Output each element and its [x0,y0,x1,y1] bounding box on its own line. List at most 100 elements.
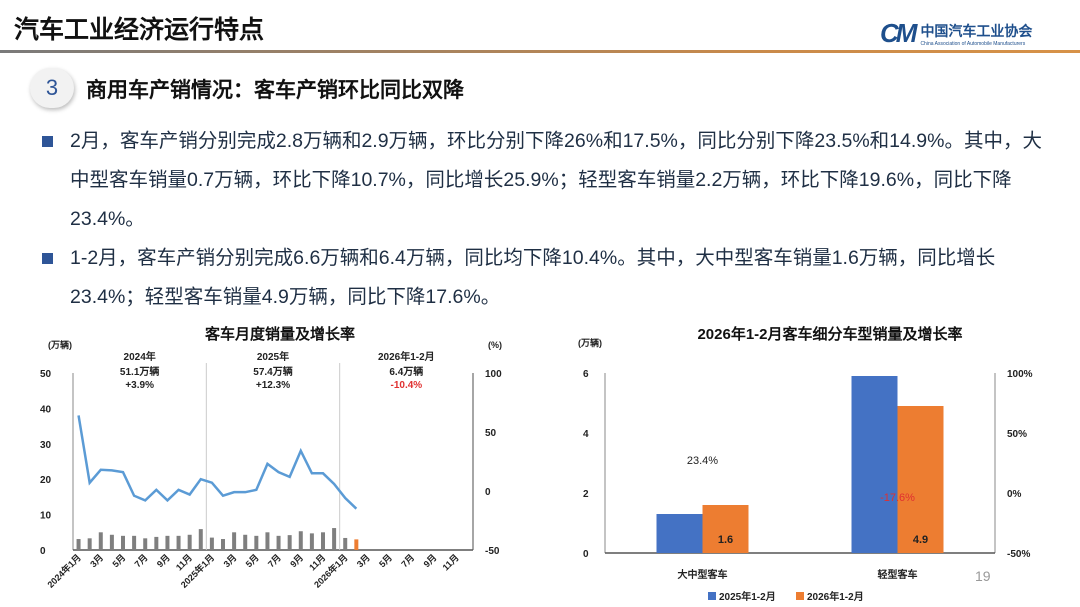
chart1-xtick: 3月 [222,552,239,569]
chart2-legend-label: 2026年1-2月 [807,590,864,603]
chart1-ytick-left: 0 [40,546,46,557]
chart1-sales-bar [332,528,337,550]
bullet-square-icon [42,253,53,264]
chart1-sales-bar [165,535,170,550]
chart2-ylabel-left: (万辆) [578,337,602,348]
chart2-legend-swatch [796,592,804,600]
logo-en: China Association of Automobile Manufact… [920,40,1026,47]
chart1-sales-bar [198,529,203,550]
chart1-annotation-year: 2024年 [124,350,156,363]
chart2-ytick-right: -50% [1007,549,1030,560]
chart2-ytick-right: 50% [1007,429,1027,440]
chart2-category-label: 大中型客车 [678,568,728,581]
chart2-legend-label: 2025年1-2月 [719,590,776,603]
chart2-ytick-left: 2 [583,489,589,500]
chart1-xtick: 5月 [110,552,127,569]
chart1-sales-bar [254,535,259,550]
chart1-annotation-year: 2025年 [257,350,289,363]
chart1-title: 客车月度销量及增长率 [204,326,355,343]
chart1-ytick-right: 0 [485,487,491,498]
chart1-ytick-left: 10 [40,511,52,522]
chart1-sales-bar [343,537,348,550]
chart1-sales-bar [232,532,237,550]
chart1-xtick: 3月 [355,552,372,569]
caam-logo: CM 中国汽车工业协会 China Association of Automobi… [880,18,1032,49]
chart2-ytick-left: 6 [583,369,589,380]
chart1-ylabel-left: (万辆) [48,339,72,350]
chart1-annotation-total: 6.4万辆 [389,365,423,378]
chart1-xtick: 7月 [133,552,150,569]
section-number: 3 [30,68,74,108]
section-heading: 商用车产销情况：客车产销环比同比双降 [86,79,464,102]
bullet-text: 1-2月，客车产销分别完成6.6万辆和6.4万辆，同比均下降10.4%。其中，大… [70,247,996,308]
chart2-ytick-left: 0 [583,549,589,560]
chart1-xtick: 7月 [266,552,283,569]
chart1-ytick-right: 100 [485,369,502,380]
chart2-bar-2025 [851,376,898,553]
chart1-sales-bar [309,533,314,550]
chart2-bar-2026 [897,406,944,553]
chart1-annotation-total: 57.4万辆 [253,365,292,378]
chart1-sales-bar [298,531,303,550]
chart2-bar-2025 [656,514,703,553]
chart1-sales-bar [187,534,192,550]
chart1-xtick: 5月 [377,552,394,569]
chart1-xtick: 3月 [88,552,105,569]
bullet-item: 1-2月，客车产销分别完成6.6万辆和6.4万辆，同比均下降10.4%。其中，大… [40,239,1050,317]
chart1-sales-bar [354,539,359,550]
chart1-xtick: 5月 [244,552,261,569]
chart1-sales-bar [76,539,81,550]
chart1-sales-bar [98,532,103,550]
chart1-ytick-left: 40 [40,404,52,415]
chart1-ytick-left: 50 [40,369,52,380]
chart1-xtick: 11月 [441,552,461,572]
logo-cn: 中国汽车工业协会 [920,22,1033,39]
bullet-text: 2月，客车产销分别完成2.8万辆和2.9万辆，环比分别下降26%和17.5%，同… [70,130,1042,230]
chart2-ytick-right: 100% [1007,369,1033,380]
chart1-annotation-growth: +12.3% [256,380,290,391]
chart2-growth-label: -17.6% [880,492,915,504]
chart1-growth-line [77,415,358,510]
page-number: 19 [975,568,991,584]
chart1-ytick-right: -50 [485,546,500,557]
chart2-bar-2026 [702,505,749,553]
chart1-xtick: 9月 [155,552,172,569]
chart1-annotation-year: 2026年1-2月 [378,350,435,363]
chart2-bar-label: 4.9 [913,534,928,546]
chart1-sales-bar [143,538,148,550]
chart1-sales-bar [221,539,225,550]
chart1-xtick: 9月 [422,552,439,569]
chart1-ytick-left: 30 [40,440,52,451]
chart1-sales-bar [121,535,125,550]
chart1-xtick: 9月 [288,552,305,569]
header-divider [0,50,1080,53]
chart1-sales-bar [276,535,281,550]
chart1-annotation-growth: +3.9% [125,380,154,391]
bullet-list: 2月，客车产销分别完成2.8万辆和2.9万辆，环比分别下降26%和17.5%，同… [40,122,1050,317]
chart2-category-label: 轻型客车 [878,568,918,581]
chart1-ylabel-right: (%) [488,340,502,350]
chart2-ytick-left: 4 [583,429,589,440]
chart1-annotation-growth: -10.4% [390,380,422,391]
chart1-sales-bar [265,532,270,550]
chart2-legend-swatch [708,592,716,600]
chart1-ytick-left: 20 [40,475,52,486]
chart1-annotation-total: 51.1万辆 [120,365,159,378]
bullet-square-icon [42,136,53,147]
chart1-xtick: 7月 [399,552,416,569]
chart1-xtick: 2024年1月 [45,552,83,590]
chart1-sales-bar [287,535,292,550]
chart1-sales-bar [132,535,137,550]
slide-title: 汽车工业经济运行特点 [14,16,265,44]
chart1-sales-bar [209,537,214,550]
logo-mark: CM [880,18,917,48]
chart2-bar-label: 1.6 [718,534,733,546]
chart2-title: 2026年1-2月客车细分车型销量及增长率 [697,326,963,343]
chart2-ytick-right: 0% [1007,489,1022,500]
chart1-sales-bar [154,536,159,550]
chart1-sales-bar [176,535,181,550]
chart1-ytick-right: 50 [485,428,497,439]
bullet-item: 2月，客车产销分别完成2.8万辆和2.9万辆，环比分别下降26%和17.5%，同… [40,122,1050,239]
chart1-sales-bar [109,534,114,550]
